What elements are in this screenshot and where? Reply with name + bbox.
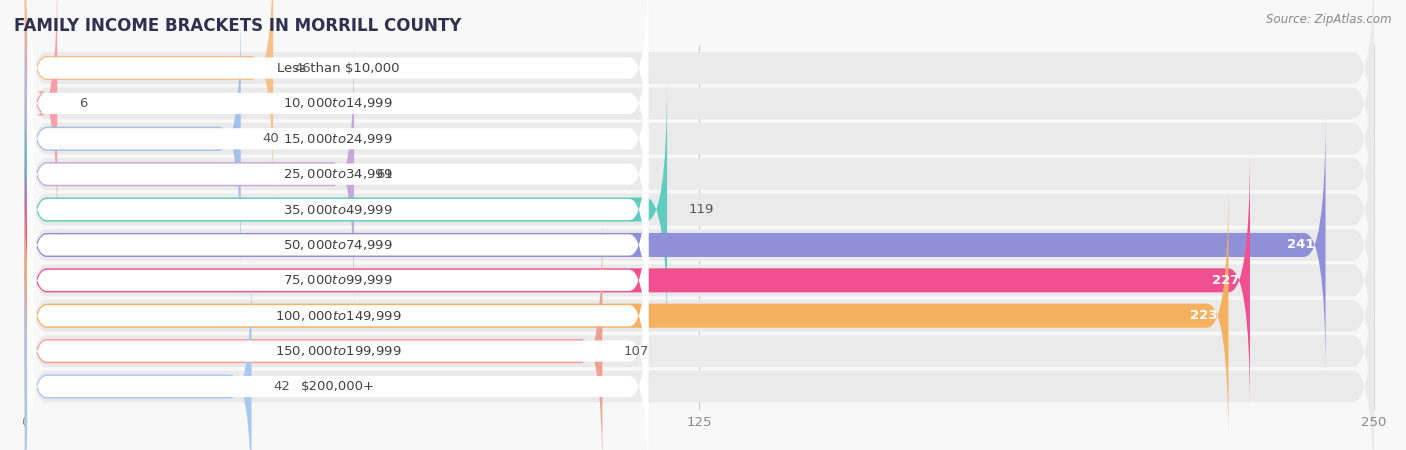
FancyBboxPatch shape xyxy=(25,155,1374,406)
FancyBboxPatch shape xyxy=(25,186,1229,445)
FancyBboxPatch shape xyxy=(28,61,648,288)
Text: $150,000 to $199,999: $150,000 to $199,999 xyxy=(274,344,401,358)
FancyBboxPatch shape xyxy=(28,96,648,323)
Text: 107: 107 xyxy=(624,345,650,358)
FancyBboxPatch shape xyxy=(25,9,240,268)
Text: $35,000 to $49,999: $35,000 to $49,999 xyxy=(283,202,392,216)
FancyBboxPatch shape xyxy=(25,80,666,339)
Text: 6: 6 xyxy=(79,97,87,110)
Text: $15,000 to $24,999: $15,000 to $24,999 xyxy=(283,132,392,146)
FancyBboxPatch shape xyxy=(25,151,1250,410)
Text: $75,000 to $99,999: $75,000 to $99,999 xyxy=(283,273,392,288)
FancyBboxPatch shape xyxy=(25,0,1374,194)
Text: $200,000+: $200,000+ xyxy=(301,380,375,393)
Text: $10,000 to $14,999: $10,000 to $14,999 xyxy=(283,96,392,110)
Text: 42: 42 xyxy=(273,380,290,393)
FancyBboxPatch shape xyxy=(25,84,1374,335)
FancyBboxPatch shape xyxy=(25,0,273,198)
Text: $50,000 to $74,999: $50,000 to $74,999 xyxy=(283,238,392,252)
FancyBboxPatch shape xyxy=(25,49,1374,300)
FancyBboxPatch shape xyxy=(25,0,58,233)
FancyBboxPatch shape xyxy=(28,0,648,216)
Text: 223: 223 xyxy=(1189,309,1218,322)
Text: 227: 227 xyxy=(1212,274,1239,287)
FancyBboxPatch shape xyxy=(25,225,1374,450)
Text: 40: 40 xyxy=(263,132,278,145)
Text: $100,000 to $149,999: $100,000 to $149,999 xyxy=(274,309,401,323)
FancyBboxPatch shape xyxy=(25,119,1374,370)
FancyBboxPatch shape xyxy=(25,13,1374,265)
Text: FAMILY INCOME BRACKETS IN MORRILL COUNTY: FAMILY INCOME BRACKETS IN MORRILL COUNTY xyxy=(14,17,461,35)
Text: 46: 46 xyxy=(295,62,312,75)
Text: Less than $10,000: Less than $10,000 xyxy=(277,62,399,75)
Text: 241: 241 xyxy=(1288,238,1315,252)
FancyBboxPatch shape xyxy=(28,167,648,394)
Text: 61: 61 xyxy=(375,168,392,180)
Text: Source: ZipAtlas.com: Source: ZipAtlas.com xyxy=(1267,14,1392,27)
FancyBboxPatch shape xyxy=(28,202,648,429)
FancyBboxPatch shape xyxy=(25,257,252,450)
Text: 119: 119 xyxy=(689,203,714,216)
FancyBboxPatch shape xyxy=(25,221,602,450)
FancyBboxPatch shape xyxy=(25,115,1326,374)
FancyBboxPatch shape xyxy=(25,261,1374,450)
FancyBboxPatch shape xyxy=(25,0,1374,229)
FancyBboxPatch shape xyxy=(25,45,354,304)
FancyBboxPatch shape xyxy=(28,132,648,358)
FancyBboxPatch shape xyxy=(28,26,648,252)
FancyBboxPatch shape xyxy=(25,190,1374,441)
Text: $25,000 to $34,999: $25,000 to $34,999 xyxy=(283,167,392,181)
FancyBboxPatch shape xyxy=(28,0,648,181)
FancyBboxPatch shape xyxy=(28,273,648,450)
FancyBboxPatch shape xyxy=(28,238,648,450)
